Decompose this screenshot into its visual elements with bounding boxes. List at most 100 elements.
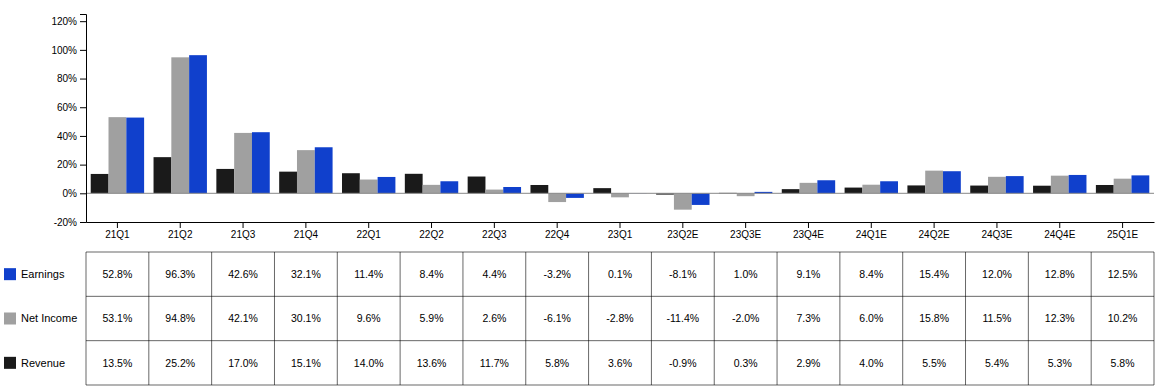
table-cell: 17.0% — [228, 357, 258, 369]
bar — [126, 118, 144, 194]
table-cell: 3.6% — [608, 357, 632, 369]
table-cell: -2.0% — [732, 312, 759, 324]
bar — [674, 193, 692, 209]
table-cell: 5.8% — [545, 357, 569, 369]
bar — [880, 181, 898, 193]
tick-mark — [1059, 222, 1060, 228]
tick-label: 80% — [57, 73, 77, 84]
bar — [503, 187, 521, 193]
table-cell: 2.6% — [482, 312, 506, 324]
bar — [988, 177, 1006, 193]
tick-mark — [80, 136, 86, 137]
tick-label: 23Q3E — [730, 229, 761, 240]
tick-label: 21Q4 — [294, 229, 319, 240]
table-cell: 5.9% — [420, 312, 444, 324]
table-line — [337, 252, 338, 385]
table-line — [714, 252, 715, 385]
bar — [440, 181, 458, 193]
table-cell: 5.8% — [1111, 357, 1135, 369]
tick-mark — [80, 107, 86, 108]
tick-label: -20% — [54, 217, 77, 228]
tick-mark — [996, 222, 997, 228]
tick: -20% — [54, 217, 86, 228]
table-cell: 13.5% — [103, 357, 133, 369]
table-line — [148, 252, 149, 385]
tick: 40% — [57, 131, 86, 142]
table-cell: 12.8% — [1045, 268, 1075, 280]
bar — [593, 188, 611, 193]
tick-mark — [494, 222, 495, 228]
table-cell: 15.4% — [919, 268, 949, 280]
tick-label: 21Q2 — [168, 229, 193, 240]
table-line — [651, 252, 652, 385]
table-line — [839, 252, 840, 385]
table-cell: 5.3% — [1048, 357, 1072, 369]
tick: 24Q3E — [981, 222, 1012, 240]
table-cell: -2.8% — [606, 312, 633, 324]
bar — [800, 183, 818, 193]
tick: 24Q2E — [919, 222, 950, 240]
tick: 120% — [51, 16, 86, 27]
table-cell: 8.4% — [859, 268, 883, 280]
bar — [154, 157, 172, 193]
table-cell: -3.2% — [543, 268, 570, 280]
bar — [405, 174, 423, 194]
table-line — [211, 252, 212, 385]
tick-mark — [557, 222, 558, 228]
tick-mark — [117, 222, 118, 228]
tick-label: 22Q1 — [356, 229, 381, 240]
tick-mark — [620, 222, 621, 228]
tick-label: 24Q4E — [1044, 229, 1075, 240]
tick-label: 25Q1E — [1107, 229, 1138, 240]
table-cell: 12.5% — [1108, 268, 1138, 280]
table-cell: 42.1% — [228, 312, 258, 324]
tick-label: 24Q1E — [856, 229, 887, 240]
tick-label: 120% — [51, 16, 77, 27]
tick-mark — [80, 21, 86, 22]
table-cell: 15.1% — [291, 357, 321, 369]
bar — [566, 193, 584, 198]
tick-label: 60% — [57, 102, 77, 113]
tick: 23Q1 — [608, 222, 633, 240]
bar — [943, 171, 961, 193]
tick-mark — [180, 222, 181, 228]
bar — [423, 185, 441, 193]
bar — [1114, 179, 1132, 194]
table-line — [965, 252, 966, 385]
tick: 23Q4E — [793, 222, 824, 240]
table-line — [86, 340, 1154, 341]
tick: 23Q3E — [730, 222, 761, 240]
table-line — [274, 252, 275, 385]
tick-label: 22Q4 — [545, 229, 570, 240]
data-table: Revenue13.5%25.2%17.0%15.1%14.0%13.6%11.… — [4, 252, 1154, 385]
table-cell: 2.9% — [797, 357, 821, 369]
tick-label: 22Q2 — [419, 229, 444, 240]
tick-label: 100% — [51, 45, 77, 56]
bar — [782, 189, 800, 193]
table-cell: 0.3% — [734, 357, 758, 369]
tick: 80% — [57, 73, 86, 84]
bar — [1051, 176, 1069, 194]
bar — [91, 174, 109, 193]
y-axis: -20%0%20%40%60%80%100%120% — [51, 15, 86, 228]
table-line — [1028, 252, 1029, 385]
tick-label: 23Q1 — [608, 229, 633, 240]
bar-series — [126, 55, 1149, 205]
table-cell: 13.6% — [417, 357, 447, 369]
tick-label: 21Q3 — [231, 229, 256, 240]
row-label: Earnings — [21, 268, 65, 280]
tick-mark — [934, 222, 935, 228]
chart: -20%0%20%40%60%80%100%120%21Q121Q221Q321… — [0, 0, 1162, 389]
tick-label: 20% — [57, 159, 77, 170]
legend-swatch — [4, 357, 16, 369]
bars — [91, 55, 1150, 209]
tick-mark — [745, 222, 746, 228]
bar — [234, 133, 252, 193]
bar — [109, 117, 127, 193]
table-line — [588, 252, 589, 385]
bar — [360, 180, 378, 194]
bar — [279, 172, 297, 194]
table-cell: 4.0% — [859, 357, 883, 369]
tick-mark — [682, 222, 683, 228]
tick-label: 40% — [57, 131, 77, 142]
